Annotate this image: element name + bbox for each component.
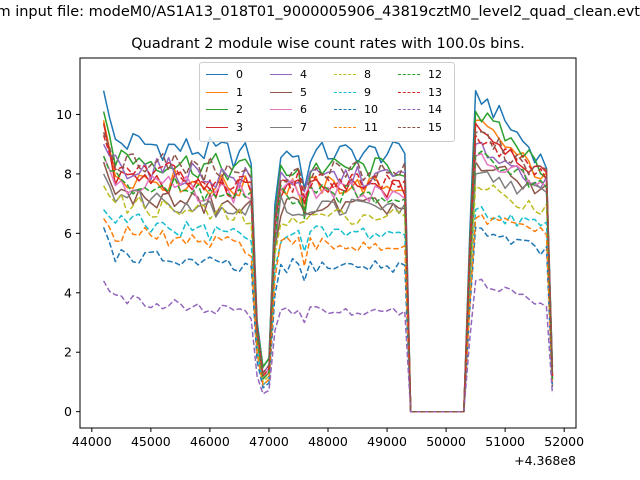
- x-offset-label: +4.368e8: [514, 453, 576, 468]
- legend: 0 1 2 3 4 5 6 7 8 9 10 11 12 13 14 15: [199, 62, 455, 142]
- series-line-8: [102, 184, 554, 413]
- legend-label: 13: [428, 85, 442, 99]
- x-tick-label: 44000: [72, 434, 112, 449]
- series-line-12: [102, 150, 554, 413]
- y-tick-label: 10: [56, 107, 72, 122]
- legend-swatch: [270, 74, 292, 75]
- legend-label: 8: [364, 68, 371, 81]
- y-tick-label: 0: [64, 404, 72, 419]
- y-tick-label: 8: [64, 166, 72, 181]
- legend-swatch: [334, 109, 356, 110]
- series-line-0: [102, 89, 554, 413]
- legend-swatch: [398, 74, 420, 75]
- x-tick-label: 52000: [544, 434, 584, 449]
- series-line-2: [102, 110, 554, 413]
- legend-label: 6: [300, 103, 307, 116]
- figure-suptitle: Light curve of plotting from input file:…: [0, 4, 640, 24]
- legend-swatch: [206, 126, 228, 128]
- legend-label: 1: [236, 85, 243, 99]
- legend-swatch: [398, 109, 420, 110]
- series-line-15: [102, 131, 554, 413]
- legend-label: 5: [300, 85, 307, 99]
- legend-swatch: [206, 109, 228, 110]
- series-line-14: [102, 278, 554, 413]
- y-tick-label: 4: [64, 285, 72, 300]
- legend-swatch: [206, 91, 228, 93]
- legend-label: 4: [300, 68, 307, 81]
- series-line-10: [102, 226, 554, 413]
- x-tick-label: 45000: [131, 434, 171, 449]
- legend-label: 2: [236, 103, 243, 116]
- legend-label: 7: [300, 120, 307, 134]
- y-tick-label: 2: [64, 345, 72, 360]
- legend-label: 11: [364, 120, 378, 134]
- series-line-9: [103, 206, 554, 413]
- legend-swatch: [398, 126, 420, 128]
- x-tick-label: 50000: [426, 434, 466, 449]
- legend-swatch: [334, 91, 356, 93]
- y-axis-ticks: 0 2 4 6 8 10: [56, 107, 80, 419]
- x-tick-label: 51000: [485, 434, 525, 449]
- series-line-7: [102, 171, 554, 413]
- series-line-13: [102, 134, 554, 413]
- legend-swatch: [270, 109, 292, 110]
- legend-label: 0: [236, 68, 243, 81]
- x-axis-ticks: 44000 45000 46000 47000 48000 49000 50000 51000…: [72, 428, 584, 449]
- legend-label: 15: [428, 120, 442, 134]
- series-line-4: [102, 141, 554, 413]
- suptitle-text: Light curve of plotting from input file:…: [0, 4, 640, 20]
- series-lines: [102, 89, 554, 413]
- legend-swatch: [398, 91, 420, 93]
- legend-swatch: [270, 126, 292, 128]
- x-tick-label: 48000: [308, 434, 348, 449]
- x-tick-label: 47000: [249, 434, 289, 449]
- legend-label: 3: [236, 120, 243, 134]
- series-line-11: [102, 213, 554, 413]
- legend-swatch: [334, 126, 356, 128]
- x-tick-label: 46000: [190, 434, 230, 449]
- legend-label: 12: [428, 68, 442, 81]
- legend-swatch: [206, 74, 228, 75]
- x-tick-label: 49000: [367, 434, 407, 449]
- legend-swatch: [334, 74, 356, 75]
- chart-title: Quadrant 2 module wise count rates with …: [131, 36, 525, 52]
- series-line-5: [102, 161, 554, 413]
- y-tick-label: 6: [64, 226, 72, 241]
- series-line-6: [102, 152, 554, 413]
- legend-label: 14: [428, 103, 442, 116]
- legend-label: 10: [364, 103, 378, 116]
- legend-swatch: [270, 91, 292, 93]
- legend-label: 9: [364, 85, 371, 99]
